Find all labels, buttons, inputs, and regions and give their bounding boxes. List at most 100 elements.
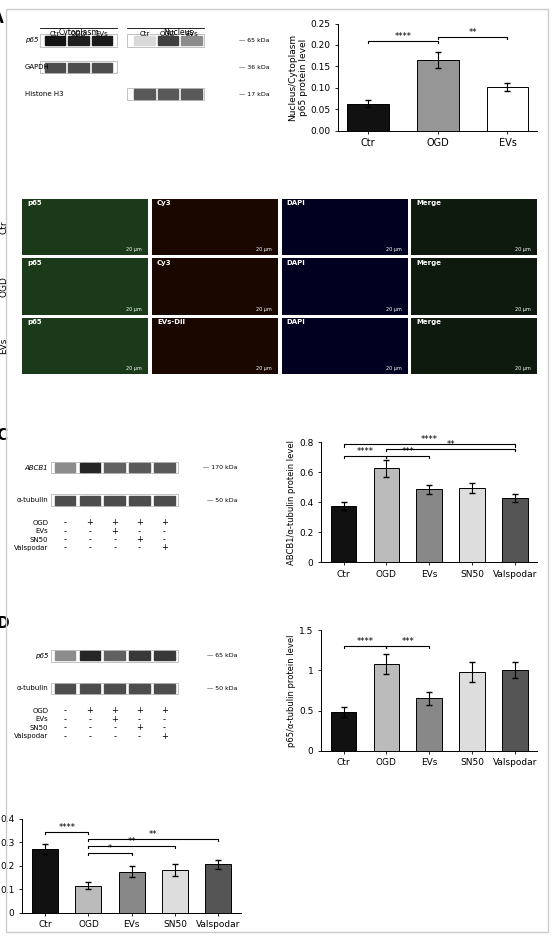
Text: Merge: Merge: [417, 200, 442, 206]
Text: -: -: [138, 527, 141, 535]
Text: -: -: [113, 724, 116, 732]
Text: SN50: SN50: [29, 725, 48, 731]
Text: EVs: EVs: [96, 31, 109, 37]
Text: DAPI: DAPI: [287, 319, 305, 326]
Text: ****: ****: [420, 436, 438, 444]
Text: D: D: [0, 616, 9, 630]
Text: -: -: [88, 724, 91, 732]
Text: -: -: [163, 527, 166, 535]
Bar: [154, 684, 175, 693]
Bar: [129, 496, 150, 504]
Bar: [80, 651, 100, 661]
Text: A: A: [0, 10, 4, 25]
Text: -: -: [63, 535, 66, 544]
Text: +: +: [136, 707, 143, 715]
Bar: [55, 496, 75, 504]
Text: GAPDH: GAPDH: [24, 64, 49, 71]
Bar: [129, 684, 150, 693]
Bar: [44, 36, 65, 45]
Text: — 65 kDa: — 65 kDa: [239, 38, 270, 43]
Bar: [158, 36, 178, 45]
Text: C: C: [0, 428, 7, 442]
Text: -: -: [88, 527, 91, 535]
Text: 20 μm: 20 μm: [515, 366, 531, 372]
Text: -: -: [63, 527, 66, 535]
Bar: [331, 712, 356, 751]
Text: 20 μm: 20 μm: [386, 247, 401, 252]
Text: p65: p65: [35, 653, 48, 659]
Text: Nucleus: Nucleus: [164, 28, 194, 37]
Text: -: -: [63, 732, 66, 741]
Text: p65: p65: [27, 200, 42, 206]
Text: -: -: [138, 732, 141, 741]
Text: -: -: [163, 535, 166, 544]
Text: +: +: [136, 724, 143, 732]
Bar: [502, 498, 527, 563]
Text: 20 μm: 20 μm: [126, 247, 142, 252]
Bar: [486, 87, 529, 131]
Text: 20 μm: 20 μm: [386, 366, 401, 372]
Text: ***: ***: [402, 636, 414, 646]
Bar: [75, 885, 101, 913]
Text: OGD: OGD: [70, 31, 86, 37]
Bar: [92, 36, 112, 45]
Bar: [129, 463, 150, 472]
Text: -: -: [63, 715, 66, 724]
Text: ABCB1: ABCB1: [24, 465, 48, 470]
Text: 20 μm: 20 μm: [515, 247, 531, 252]
Text: 20 μm: 20 μm: [515, 307, 531, 311]
Text: 20 μm: 20 μm: [386, 307, 401, 311]
Text: OGD: OGD: [0, 276, 8, 297]
Text: +: +: [111, 518, 118, 527]
Text: Ctr: Ctr: [139, 31, 150, 37]
Text: -: -: [88, 715, 91, 724]
Text: -: -: [113, 535, 116, 544]
Text: +: +: [86, 707, 93, 715]
Text: OGD: OGD: [160, 31, 176, 37]
Bar: [502, 670, 527, 751]
Bar: [127, 34, 204, 47]
Text: ****: ****: [356, 447, 373, 455]
Text: Histone H3: Histone H3: [24, 91, 63, 97]
Bar: [68, 63, 89, 72]
Text: Valspodar: Valspodar: [14, 545, 48, 551]
Text: **: **: [447, 439, 455, 449]
Bar: [182, 89, 202, 99]
Text: ****: ****: [394, 32, 412, 40]
Text: — 36 kDa: — 36 kDa: [239, 65, 270, 70]
Text: ****: ****: [356, 636, 373, 646]
Text: DAPI: DAPI: [287, 200, 305, 206]
Text: SN50: SN50: [29, 536, 48, 543]
Text: OGD: OGD: [32, 708, 48, 714]
Text: -: -: [88, 535, 91, 544]
Text: 20 μm: 20 μm: [126, 366, 142, 372]
Text: -: -: [138, 544, 141, 552]
Text: Merge: Merge: [417, 260, 442, 266]
Text: **: **: [468, 28, 477, 38]
Text: p65: p65: [27, 319, 42, 326]
Text: EVs-DiI: EVs-DiI: [157, 319, 185, 326]
Text: -: -: [63, 518, 66, 527]
Bar: [104, 463, 125, 472]
Bar: [134, 89, 155, 99]
Text: -: -: [88, 544, 91, 552]
Bar: [162, 870, 188, 913]
Text: 20 μm: 20 μm: [126, 307, 142, 311]
Text: +: +: [161, 707, 168, 715]
Bar: [55, 684, 75, 693]
Text: OGD: OGD: [32, 519, 48, 526]
Bar: [55, 651, 75, 661]
Bar: [154, 651, 175, 661]
Bar: [134, 36, 155, 45]
Text: +: +: [111, 527, 118, 535]
Text: +: +: [111, 715, 118, 724]
Text: Ctr: Ctr: [0, 220, 8, 233]
Text: — 65 kDa: — 65 kDa: [207, 653, 238, 659]
Bar: [417, 60, 459, 131]
Bar: [39, 34, 117, 47]
Text: 20 μm: 20 μm: [256, 366, 271, 372]
Bar: [331, 506, 356, 563]
Bar: [52, 682, 178, 694]
Bar: [154, 496, 175, 504]
Bar: [373, 469, 399, 563]
